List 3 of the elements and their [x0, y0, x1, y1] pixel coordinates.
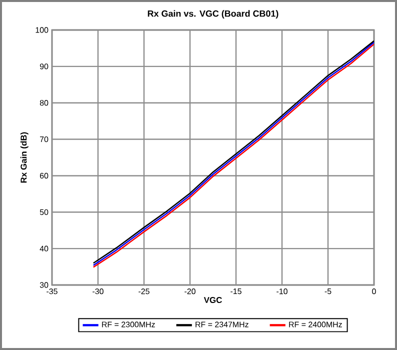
y-axis-title: Rx Gain (dB)	[20, 132, 28, 183]
chart-title: Rx Gain vs. VGC (Board CB01)	[148, 10, 278, 19]
x-axis-title: VGC	[204, 297, 222, 304]
